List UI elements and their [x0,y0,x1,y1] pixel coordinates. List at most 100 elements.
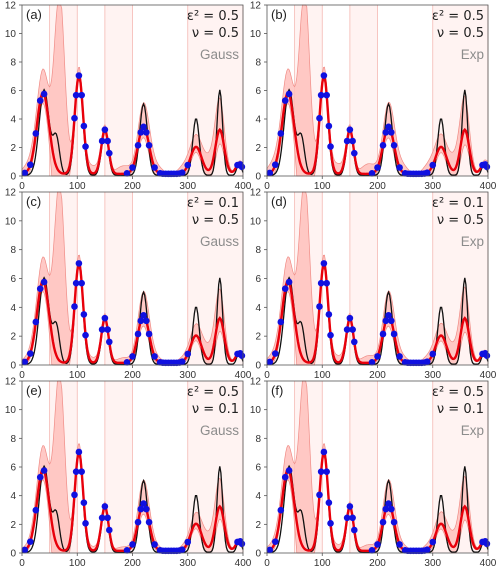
nu-label: ν = 0.5 [437,213,484,228]
x-tick-label: 0 [19,370,25,381]
data-point [343,326,351,333]
x-tick-label: 200 [369,558,386,569]
data-point [271,538,279,545]
data-point [350,526,358,534]
data-point [266,169,274,177]
y-tick-label: 0 [10,172,16,183]
y-tick-label: 10 [250,216,262,227]
y-tick-label: 2 [255,520,261,531]
epsilon-label: ε² = 0.5 [187,9,239,24]
data-point [80,311,88,318]
y-tick-label: 2 [255,332,261,343]
data-point [32,318,40,326]
x-tick-label: 400 [480,181,497,192]
nu-label: ν = 0.1 [192,402,239,417]
epsilon-label: ε² = 0.5 [432,9,484,24]
data-point [21,358,29,366]
data-point [323,468,330,475]
data-point [316,303,323,310]
data-point [140,123,147,131]
data-point [346,503,354,510]
data-point [346,314,354,322]
x-tick-label: 300 [179,181,196,192]
data-point [325,499,333,507]
data-point [151,541,158,548]
epsilon-label: ε² = 0.1 [432,196,484,211]
kernel-label: Exp [461,234,484,249]
kernel-label: Exp [461,47,484,62]
truth-line [267,262,489,365]
panel-tag: (c) [26,194,41,209]
panel-c: 0 2 4 6 8 10 12 0 100 200 300 400 (c) ε² = 0.1 ν = 0.5… [5,188,252,382]
data-point [105,338,113,346]
data-point [429,538,437,546]
data-point [325,311,333,318]
x-tick-label: 100 [69,558,86,569]
data-point [349,514,356,522]
data-point [316,491,323,499]
data-point [385,123,392,131]
x-tick-label: 0 [264,181,270,192]
data-point [137,317,145,325]
data-point [327,520,334,527]
y-tick-label: 0 [255,361,261,372]
data-point [151,164,158,171]
data-point [320,72,328,79]
data-point [71,303,78,310]
data-point [238,163,246,171]
kernel-label: Exp [461,423,484,438]
data-point [343,514,351,522]
y-tick-label: 6 [255,274,261,285]
data-point [317,468,325,475]
data-point [78,91,85,99]
data-point [388,505,395,513]
data-point [178,169,186,176]
data-point [40,278,48,286]
data-point [137,129,145,136]
y-tick-label: 4 [10,303,16,314]
y-tick-label: 4 [10,115,16,126]
data-point [140,311,147,319]
data-point [285,90,293,98]
data-point [82,520,89,527]
data-point [281,473,289,481]
y-tick-label: 12 [250,377,262,388]
x-tick-label: 200 [124,558,141,569]
y-tick-label: 4 [255,115,261,126]
data-point [320,448,328,456]
data-point [483,163,491,171]
x-tick-label: 0 [19,181,25,192]
data-point [75,260,83,267]
data-point [349,326,356,333]
data-point [285,467,293,474]
data-point [281,97,289,104]
data-point [123,359,131,366]
y-tick-label: 4 [255,303,261,314]
data-point [21,546,29,554]
data-point [129,541,136,548]
data-point [346,126,354,133]
data-point [350,338,358,346]
data-point [143,129,150,136]
data-point [178,358,186,365]
data-point [137,505,145,513]
data-point [423,546,431,553]
data-point [266,546,274,554]
kernel-label: Gauss [200,423,239,438]
x-tick-label: 400 [480,370,497,381]
nu-label: ν = 0.5 [192,213,239,228]
y-tick-label: 2 [255,143,261,154]
data-point [26,538,34,545]
x-tick-label: 100 [314,558,331,569]
data-point [75,448,83,456]
x-tick-label: 300 [424,558,441,569]
y-tick-label: 12 [250,1,262,12]
data-point [271,161,279,169]
y-tick-label: 10 [250,405,262,416]
data-point [429,350,437,358]
y-tick-label: 12 [250,188,262,199]
x-tick-label: 300 [179,370,196,381]
data-point [80,122,88,130]
y-tick-label: 0 [10,549,16,560]
